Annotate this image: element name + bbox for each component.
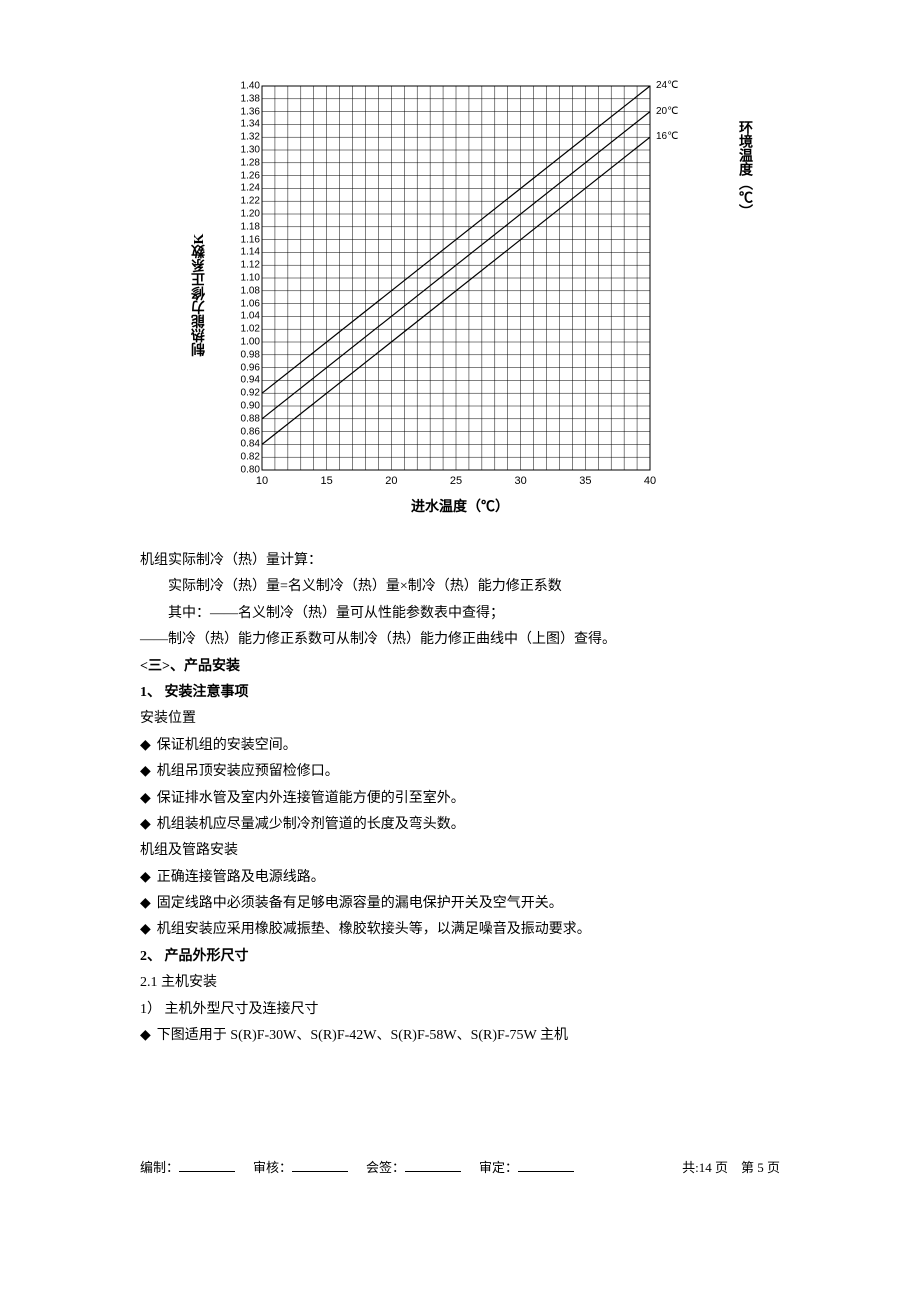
footer-shending: 审定： bbox=[479, 1157, 574, 1176]
y-tick-label: 0.84 bbox=[241, 439, 260, 450]
footer-shenhe: 审核： bbox=[253, 1157, 348, 1176]
section-3-1-title: 1、 安装注意事项 bbox=[140, 682, 780, 704]
y-tick-label: 0.96 bbox=[241, 362, 260, 373]
x-tick-label: 40 bbox=[644, 475, 656, 487]
x-tick-label: 10 bbox=[256, 475, 268, 487]
y-tick-label: 1.32 bbox=[241, 132, 260, 143]
page-footer: 编制： 审核： 会签： 审定： 共:14 页 第 5 页 bbox=[140, 1157, 780, 1176]
calc-line-3: ——制冷（热）能力修正系数可从制冷（热）能力修正曲线中（上图）查得。 bbox=[140, 629, 780, 651]
x-tick-label: 35 bbox=[579, 475, 591, 487]
footer-current-page: 第 5 页 bbox=[741, 1160, 780, 1175]
x-tick-label: 30 bbox=[515, 475, 527, 487]
list-item: 机组吊顶安装应预留检修口。 bbox=[140, 761, 780, 783]
y-tick-label: 1.20 bbox=[241, 209, 260, 220]
blank-line bbox=[405, 1159, 461, 1172]
x-tick-label: 15 bbox=[321, 475, 333, 487]
section-3-title: <三>、产品安装 bbox=[140, 656, 780, 678]
series-label: 20℃ bbox=[656, 106, 678, 117]
footer-shenhe-label: 审核： bbox=[253, 1160, 292, 1175]
y-tick-label: 0.82 bbox=[241, 452, 260, 463]
y-tick-label: 1.06 bbox=[241, 298, 260, 309]
footer-shending-label: 审定： bbox=[479, 1160, 518, 1175]
y-tick-label: 1.10 bbox=[241, 273, 260, 284]
blank-line bbox=[292, 1159, 348, 1172]
signature-row: 编制： 审核： 会签： 审定： bbox=[140, 1157, 574, 1176]
section-3-1-sub2: 机组及管路安装 bbox=[140, 840, 780, 862]
series-label: 24℃ bbox=[656, 80, 678, 91]
list-item: 保证排水管及室内外连接管道能方便的引至室外。 bbox=[140, 788, 780, 810]
footer-pages: 共:14 页 第 5 页 bbox=[682, 1157, 780, 1176]
x-tick-label: 25 bbox=[450, 475, 462, 487]
section-3-2-title: 2、 产品外形尺寸 bbox=[140, 946, 780, 968]
y-tick-label: 1.14 bbox=[241, 247, 260, 258]
footer-bianzhi-label: 编制： bbox=[140, 1160, 179, 1175]
section-3-1-sub1: 安装位置 bbox=[140, 708, 780, 730]
list-item: 保证机组的安装空间。 bbox=[140, 735, 780, 757]
y-tick-label: 1.16 bbox=[241, 234, 260, 245]
y-tick-label: 1.28 bbox=[241, 157, 260, 168]
section-3-2-1-a: 1） 主机外型尺寸及连接尺寸 bbox=[140, 999, 780, 1021]
page: 制热能力修正系数K 环境温度（℃） 进水温度（℃） 0.80 0.82 0.84 0.… bbox=[0, 0, 920, 1302]
y-tick-label: 0.98 bbox=[241, 349, 260, 360]
chart-y-label: 制热能力修正系数K bbox=[190, 234, 210, 357]
chart-right-label: 环境温度（℃） bbox=[734, 120, 754, 218]
list-item: 下图适用于 S(R)F-30W、S(R)F-42W、S(R)F-58W、S(R)… bbox=[140, 1025, 780, 1047]
list-item: 机组装机应尽量减少制冷剂管道的长度及弯头数。 bbox=[140, 814, 780, 836]
y-tick-label: 1.12 bbox=[241, 260, 260, 271]
y-tick-label: 1.24 bbox=[241, 183, 260, 194]
x-tick-label: 20 bbox=[385, 475, 397, 487]
list-item: 正确连接管路及电源线路。 bbox=[140, 867, 780, 889]
body-text: 机组实际制冷（热）量计算： 实际制冷（热）量=名义制冷（热）量×制冷（热）能力修… bbox=[140, 550, 780, 1047]
section-3-2-1: 2.1 主机安装 bbox=[140, 972, 780, 994]
y-tick-label: 1.02 bbox=[241, 324, 260, 335]
list-item: 机组安装应采用橡胶减振垫、橡胶软接头等，以满足噪音及振动要求。 bbox=[140, 919, 780, 941]
footer-total-pages: 共:14 页 bbox=[682, 1160, 728, 1175]
footer-huiqian: 会签： bbox=[366, 1157, 461, 1176]
series-label: 16℃ bbox=[656, 131, 678, 142]
y-tick-label: 0.90 bbox=[241, 401, 260, 412]
list-item: 固定线路中必须装备有足够电源容量的漏电保护开关及空气开关。 bbox=[140, 893, 780, 915]
y-tick-label: 1.00 bbox=[241, 337, 260, 348]
y-tick-label: 1.38 bbox=[241, 93, 260, 104]
main-unit-list: 下图适用于 S(R)F-30W、S(R)F-42W、S(R)F-58W、S(R)… bbox=[140, 1025, 780, 1047]
calc-line-2: 其中：——名义制冷（热）量可从性能参数表中查得； bbox=[140, 603, 780, 625]
y-tick-label: 1.04 bbox=[241, 311, 260, 322]
chart-wrap: 制热能力修正系数K 环境温度（℃） 进水温度（℃） 0.800.820.840.… bbox=[140, 80, 780, 510]
blank-line bbox=[518, 1159, 574, 1172]
chart-svg bbox=[220, 80, 700, 500]
blank-line bbox=[179, 1159, 235, 1172]
footer-huiqian-label: 会签： bbox=[366, 1160, 405, 1175]
y-tick-label: 1.40 bbox=[241, 81, 260, 92]
calc-heading: 机组实际制冷（热）量计算： bbox=[140, 550, 780, 572]
y-tick-label: 1.36 bbox=[241, 106, 260, 117]
y-tick-label: 1.08 bbox=[241, 285, 260, 296]
calc-line-1: 实际制冷（热）量=名义制冷（热）量×制冷（热）能力修正系数 bbox=[140, 576, 780, 598]
y-tick-label: 0.86 bbox=[241, 426, 260, 437]
y-tick-label: 0.94 bbox=[241, 375, 260, 386]
y-tick-label: 0.80 bbox=[241, 465, 260, 476]
y-tick-label: 0.88 bbox=[241, 413, 260, 424]
chart-container: 制热能力修正系数K 环境温度（℃） 进水温度（℃） 0.800.820.840.… bbox=[220, 80, 700, 510]
footer-bianzhi: 编制： bbox=[140, 1157, 235, 1176]
y-tick-label: 1.26 bbox=[241, 170, 260, 181]
y-tick-label: 1.30 bbox=[241, 145, 260, 156]
y-tick-label: 0.92 bbox=[241, 388, 260, 399]
y-tick-label: 1.34 bbox=[241, 119, 260, 130]
y-tick-label: 1.22 bbox=[241, 196, 260, 207]
install-location-list: 保证机组的安装空间。 机组吊顶安装应预留检修口。 保证排水管及室内外连接管道能方… bbox=[140, 735, 780, 837]
y-tick-label: 1.18 bbox=[241, 221, 260, 232]
pipe-install-list: 正确连接管路及电源线路。 固定线路中必须装备有足够电源容量的漏电保护开关及空气开… bbox=[140, 867, 780, 942]
chart-x-label: 进水温度（℃） bbox=[411, 496, 509, 516]
